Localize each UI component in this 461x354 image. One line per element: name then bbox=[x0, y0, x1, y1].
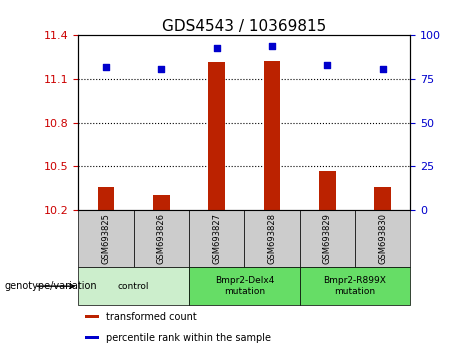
Point bbox=[213, 45, 220, 50]
Title: GDS4543 / 10369815: GDS4543 / 10369815 bbox=[162, 19, 326, 34]
Point bbox=[324, 62, 331, 68]
Text: transformed count: transformed count bbox=[106, 312, 196, 322]
Bar bbox=[189, 268, 300, 305]
Text: GSM693830: GSM693830 bbox=[378, 213, 387, 264]
Text: GSM693828: GSM693828 bbox=[267, 213, 277, 264]
Bar bbox=[319, 171, 336, 210]
Bar bbox=[153, 195, 170, 210]
Bar bbox=[189, 210, 244, 268]
Text: GSM693825: GSM693825 bbox=[101, 213, 111, 264]
Bar bbox=[85, 336, 99, 339]
Bar bbox=[98, 187, 114, 210]
Text: genotype/variation: genotype/variation bbox=[5, 281, 97, 291]
Text: GSM693829: GSM693829 bbox=[323, 213, 332, 264]
Bar bbox=[300, 210, 355, 268]
Text: Bmpr2-Delx4
mutation: Bmpr2-Delx4 mutation bbox=[215, 276, 274, 296]
Text: percentile rank within the sample: percentile rank within the sample bbox=[106, 333, 271, 343]
Text: GSM693827: GSM693827 bbox=[212, 213, 221, 264]
Bar bbox=[134, 210, 189, 268]
Text: GSM693826: GSM693826 bbox=[157, 213, 166, 264]
Point bbox=[268, 43, 276, 49]
Bar bbox=[208, 62, 225, 210]
Bar bbox=[374, 187, 391, 210]
Bar bbox=[78, 268, 189, 305]
Point bbox=[102, 64, 110, 70]
Point bbox=[379, 66, 386, 72]
Bar bbox=[264, 61, 280, 210]
Bar bbox=[244, 210, 300, 268]
Bar bbox=[85, 315, 99, 318]
Text: control: control bbox=[118, 282, 149, 291]
Text: Bmpr2-R899X
mutation: Bmpr2-R899X mutation bbox=[324, 276, 386, 296]
Bar bbox=[355, 210, 410, 268]
Point bbox=[158, 66, 165, 72]
Bar bbox=[300, 268, 410, 305]
Bar bbox=[78, 210, 134, 268]
